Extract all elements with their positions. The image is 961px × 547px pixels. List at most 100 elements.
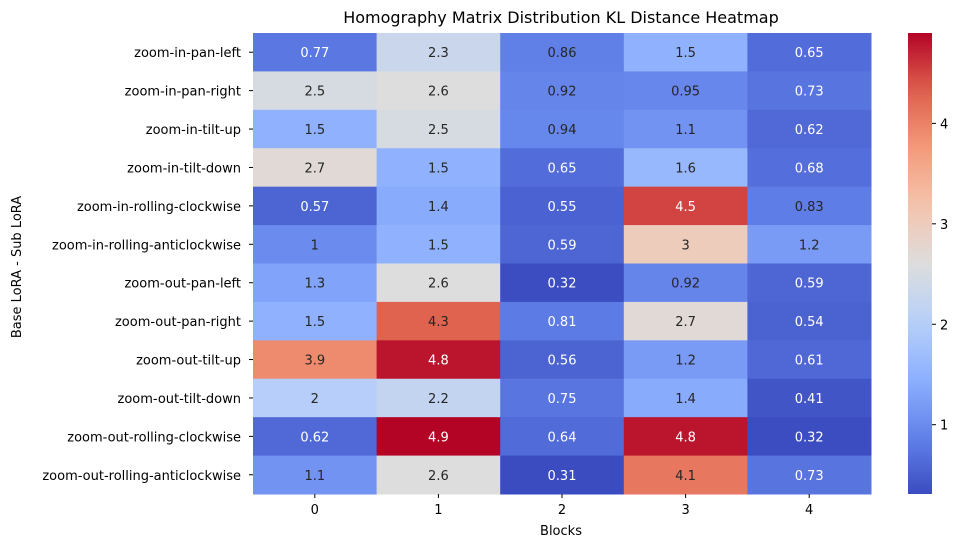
heatmap-cell <box>623 301 748 341</box>
y-tick-label: zoom-out-pan-left <box>124 277 241 292</box>
cell-value-label: 2.5 <box>428 123 449 138</box>
y-tick-label: zoom-out-tilt-up <box>136 354 241 369</box>
heatmap-cell <box>623 109 748 149</box>
x-tick-label: 4 <box>805 503 813 518</box>
cell-value-label: 0.56 <box>548 354 577 369</box>
cell-value-label: 2.5 <box>304 85 325 100</box>
heatmap-cell <box>623 340 748 380</box>
cell-value-label: 0.54 <box>795 315 824 330</box>
colorbar-tick-label: 3 <box>940 218 948 233</box>
heatmap-cell <box>500 225 625 264</box>
heatmap-cell <box>253 417 378 457</box>
cell-value-label: 0.73 <box>795 85 824 100</box>
cell-value-label: 1.1 <box>675 123 696 138</box>
colorbar-tick-label: 1 <box>940 419 948 434</box>
cell-value-label: 2.7 <box>675 315 696 330</box>
heatmap-cell <box>747 148 872 188</box>
cell-value-label: 2.3 <box>428 46 449 61</box>
heatmap-cell <box>376 148 501 188</box>
y-tick-label: zoom-in-rolling-anticlockwise <box>52 238 241 253</box>
cell-value-label: 1.6 <box>675 161 696 176</box>
heatmap-cell <box>747 340 872 380</box>
heatmap-cell <box>500 109 625 149</box>
heatmap-cell <box>253 33 378 72</box>
heatmap-cell <box>623 33 748 72</box>
cell-value-label: 2.6 <box>428 277 449 292</box>
cell-value-label: 2.7 <box>304 161 325 176</box>
cell-value-label: 4.3 <box>428 315 449 330</box>
cell-value-label: 0.94 <box>548 123 577 138</box>
heatmap-cell <box>376 71 501 111</box>
cell-value-label: 1.2 <box>675 354 696 369</box>
heatmap-cell <box>623 148 748 188</box>
cell-value-label: 0.55 <box>548 200 577 215</box>
heatmap-cell <box>376 263 501 303</box>
heatmap-cell <box>253 225 378 264</box>
heatmap-cell <box>376 33 501 72</box>
cell-value-label: 1.5 <box>675 46 696 61</box>
cell-value-label: 1.5 <box>428 238 449 253</box>
cell-value-label: 2 <box>311 392 319 407</box>
cell-value-label: 1.2 <box>799 238 820 253</box>
heatmap-cell <box>376 301 501 341</box>
heatmap-cell <box>253 340 378 380</box>
heatmap-cell <box>747 455 872 495</box>
x-axis-label: Blocks <box>540 524 582 539</box>
heatmap-cell <box>747 263 872 303</box>
x-tick-label: 0 <box>311 503 319 518</box>
heatmap-cell <box>253 263 378 303</box>
heatmap-cell <box>253 71 378 111</box>
heatmap-cell <box>253 148 378 188</box>
heatmap-cell <box>747 225 872 264</box>
heatmap-cell <box>376 109 501 149</box>
cell-value-label: 0.65 <box>795 46 824 61</box>
heatmap-cell <box>623 186 748 226</box>
cell-value-label: 0.95 <box>671 85 700 100</box>
cell-value-label: 0.81 <box>548 315 577 330</box>
heatmap-cell <box>253 455 378 495</box>
cell-value-label: 0.68 <box>795 161 824 176</box>
cell-value-label: 1.3 <box>304 277 325 292</box>
y-tick-labels: zoom-in-pan-left zoom-in-pan-right zoom-in… <box>42 46 253 484</box>
cell-value-label: 1.5 <box>428 161 449 176</box>
heatmap-cell <box>623 263 748 303</box>
heatmap-cell <box>376 186 501 226</box>
y-tick-label: zoom-in-tilt-down <box>127 161 241 176</box>
heatmap-cell <box>500 301 625 341</box>
y-tick-label: zoom-out-rolling-clockwise <box>67 430 241 445</box>
cell-value-label: 0.32 <box>548 277 577 292</box>
cell-value-label: 1.1 <box>304 469 325 484</box>
colorbar: 1 2 3 4 <box>908 33 948 494</box>
heatmap-cell <box>500 340 625 380</box>
cell-value-label: 1.5 <box>304 123 325 138</box>
cell-value-label: 4.8 <box>428 354 449 369</box>
cell-value-label: 3 <box>681 238 689 253</box>
heatmap-cell <box>500 148 625 188</box>
cell-value-label: 0.31 <box>548 469 577 484</box>
cell-value-label: 0.62 <box>300 430 329 445</box>
y-tick-label: zoom-out-pan-right <box>115 315 241 330</box>
x-tick-labels: 0 1 2 3 4 <box>311 494 813 518</box>
cell-value-label: 0.57 <box>300 200 329 215</box>
heatmap-cell <box>500 33 625 72</box>
heatmap-cell <box>623 417 748 457</box>
heatmap-cell <box>500 263 625 303</box>
cell-value-label: 0.32 <box>795 430 824 445</box>
x-tick-label: 3 <box>681 503 689 518</box>
x-tick-label: 2 <box>558 503 566 518</box>
cell-value-label: 0.59 <box>548 238 577 253</box>
colorbar-gradient <box>908 33 932 494</box>
heatmap-cell <box>376 225 501 264</box>
heatmap-cell <box>253 109 378 149</box>
heatmap-cell <box>623 225 748 264</box>
chart-title: Homography Matrix Distribution KL Distan… <box>343 8 779 27</box>
cell-value-label: 2.6 <box>428 469 449 484</box>
cell-value-label: 0.65 <box>548 161 577 176</box>
cell-value-label: 1 <box>311 238 319 253</box>
heatmap-cell <box>747 33 872 72</box>
cell-value-label: 0.59 <box>795 277 824 292</box>
heatmap-cell <box>376 340 501 380</box>
heatmap-cell <box>747 71 872 111</box>
cell-value-label: 0.92 <box>671 277 700 292</box>
